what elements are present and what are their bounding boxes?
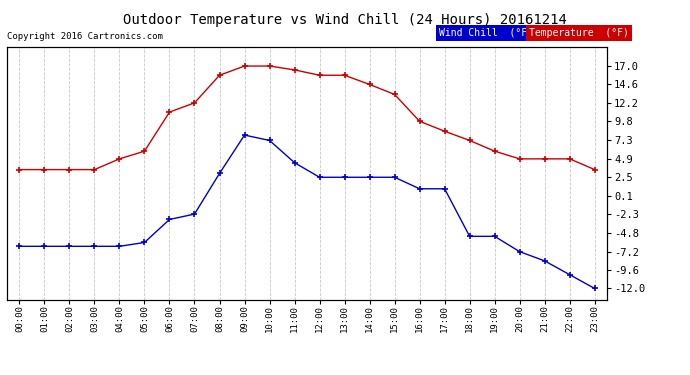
Text: Temperature  (°F): Temperature (°F) bbox=[529, 28, 629, 38]
Text: Outdoor Temperature vs Wind Chill (24 Hours) 20161214: Outdoor Temperature vs Wind Chill (24 Ho… bbox=[123, 13, 567, 27]
Text: Wind Chill  (°F): Wind Chill (°F) bbox=[439, 28, 533, 38]
Text: Copyright 2016 Cartronics.com: Copyright 2016 Cartronics.com bbox=[7, 32, 163, 41]
